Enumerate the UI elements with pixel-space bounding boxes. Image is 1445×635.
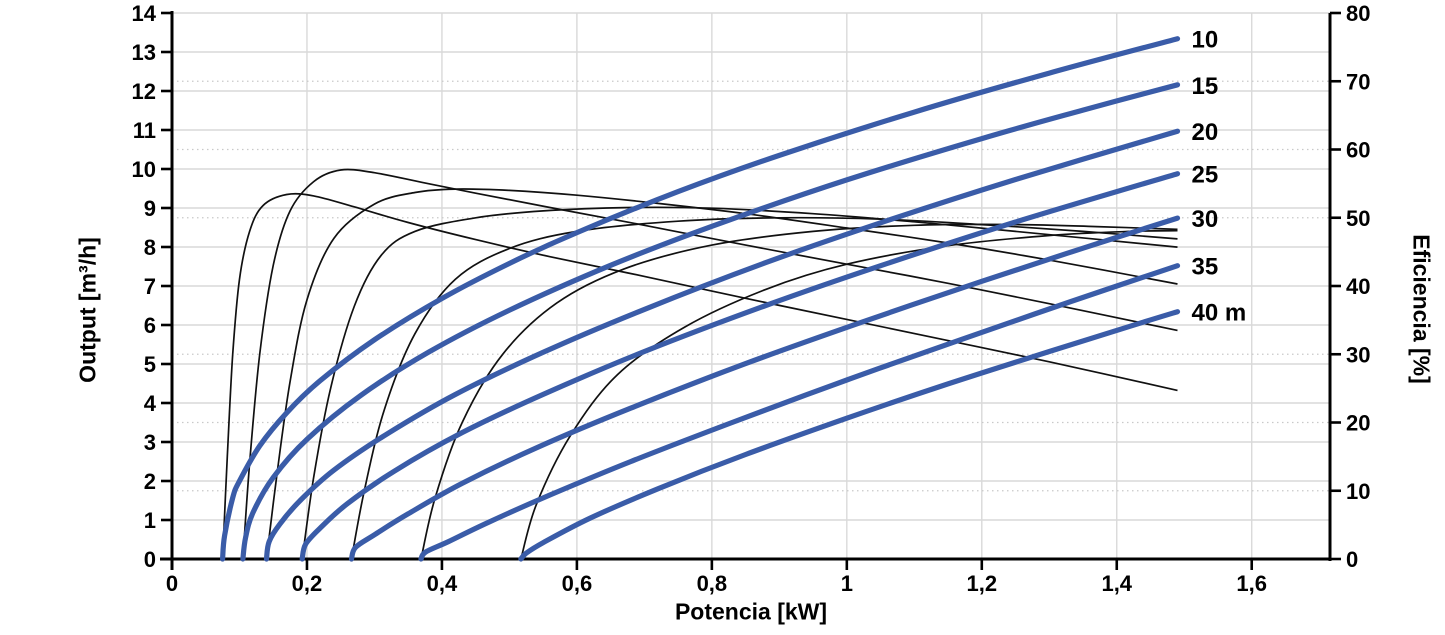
x-tick-label: 1,6 bbox=[1236, 571, 1267, 596]
y-right-tick-label: 60 bbox=[1346, 138, 1370, 163]
curve-labels: 10 15 20 25 30 35 40 m bbox=[1191, 27, 1246, 327]
output-curve-15 bbox=[240, 82, 1181, 562]
x-tick-label: 1,4 bbox=[1101, 571, 1132, 596]
output-curve-40 bbox=[518, 309, 1181, 562]
efficiency-curve-35 bbox=[420, 223, 1178, 560]
x-tick-label: 0,4 bbox=[427, 571, 458, 596]
y-left-tick-label: 2 bbox=[144, 469, 156, 494]
y-left-tick-label: 14 bbox=[132, 1, 157, 26]
y-right-tick-label: 50 bbox=[1346, 206, 1370, 231]
efficiency-curves bbox=[221, 168, 1178, 560]
curve-label-35: 35 bbox=[1191, 254, 1218, 281]
efficiency-curve-20 bbox=[265, 188, 1178, 560]
y-left-tick-label: 0 bbox=[144, 547, 156, 572]
output-curves bbox=[220, 36, 1181, 562]
efficiency-curve-40 bbox=[520, 229, 1178, 560]
y-left-tick-label: 9 bbox=[144, 196, 156, 221]
y-left-tick-label: 4 bbox=[144, 391, 157, 416]
y-right-tick-label: 40 bbox=[1346, 274, 1370, 299]
y-right-tick-label: 0 bbox=[1346, 547, 1358, 572]
axes bbox=[160, 11, 1332, 570]
y-left-tick-label: 13 bbox=[132, 40, 156, 65]
x-axis-title: Potencia [kW] bbox=[674, 598, 828, 625]
y-left-tick-label: 10 bbox=[132, 157, 156, 182]
x-tick-label: 0,8 bbox=[697, 571, 728, 596]
efficiency-curve-25 bbox=[301, 206, 1178, 560]
y-left-tick-label: 12 bbox=[132, 79, 156, 104]
y-left-tick-label: 7 bbox=[144, 274, 156, 299]
x-tick-label: 0 bbox=[166, 571, 178, 596]
curve-label-25: 25 bbox=[1191, 162, 1218, 189]
y-right-tick-label: 80 bbox=[1346, 1, 1370, 26]
curve-label-20: 20 bbox=[1191, 119, 1218, 146]
output-curve-25 bbox=[299, 171, 1181, 562]
efficiency-curve-30 bbox=[350, 216, 1178, 560]
y-right-tick-label: 30 bbox=[1346, 342, 1370, 367]
x-tick-label: 0,6 bbox=[562, 571, 593, 596]
ticks bbox=[161, 11, 1341, 570]
curve-label-40: 40 m bbox=[1191, 300, 1246, 327]
y-axis-left-title: Output [m³/h] bbox=[74, 237, 101, 383]
y-left-tick-label: 8 bbox=[144, 235, 156, 260]
output-curve-30 bbox=[348, 215, 1181, 562]
y-axis-right-title: Eficiencia [%] bbox=[1408, 234, 1435, 384]
y-right-tick-label: 20 bbox=[1346, 411, 1370, 436]
output-curve-20 bbox=[263, 128, 1181, 562]
y-left-tick-label: 3 bbox=[144, 430, 156, 455]
x-tick-label: 1,2 bbox=[966, 571, 997, 596]
output-curve-35 bbox=[418, 263, 1181, 562]
curve-label-30: 30 bbox=[1191, 206, 1218, 233]
x-tick-label: 0,2 bbox=[292, 571, 323, 596]
curve-label-10: 10 bbox=[1191, 27, 1218, 54]
x-tick-label: 1 bbox=[841, 571, 853, 596]
y-right-tick-label: 10 bbox=[1346, 479, 1370, 504]
efficiency-curve-10 bbox=[221, 192, 1178, 560]
y-left-tick-label: 11 bbox=[133, 118, 156, 143]
output-curve-10 bbox=[220, 36, 1181, 562]
y-left-tick-label: 1 bbox=[144, 508, 156, 533]
y-right-tick-label: 70 bbox=[1346, 69, 1370, 94]
curve-label-15: 15 bbox=[1191, 73, 1218, 100]
y-left-tick-label: 6 bbox=[144, 313, 156, 338]
y-left-tick-label: 5 bbox=[144, 352, 156, 377]
grid-horizontal-dotted-lines bbox=[172, 80, 1330, 492]
